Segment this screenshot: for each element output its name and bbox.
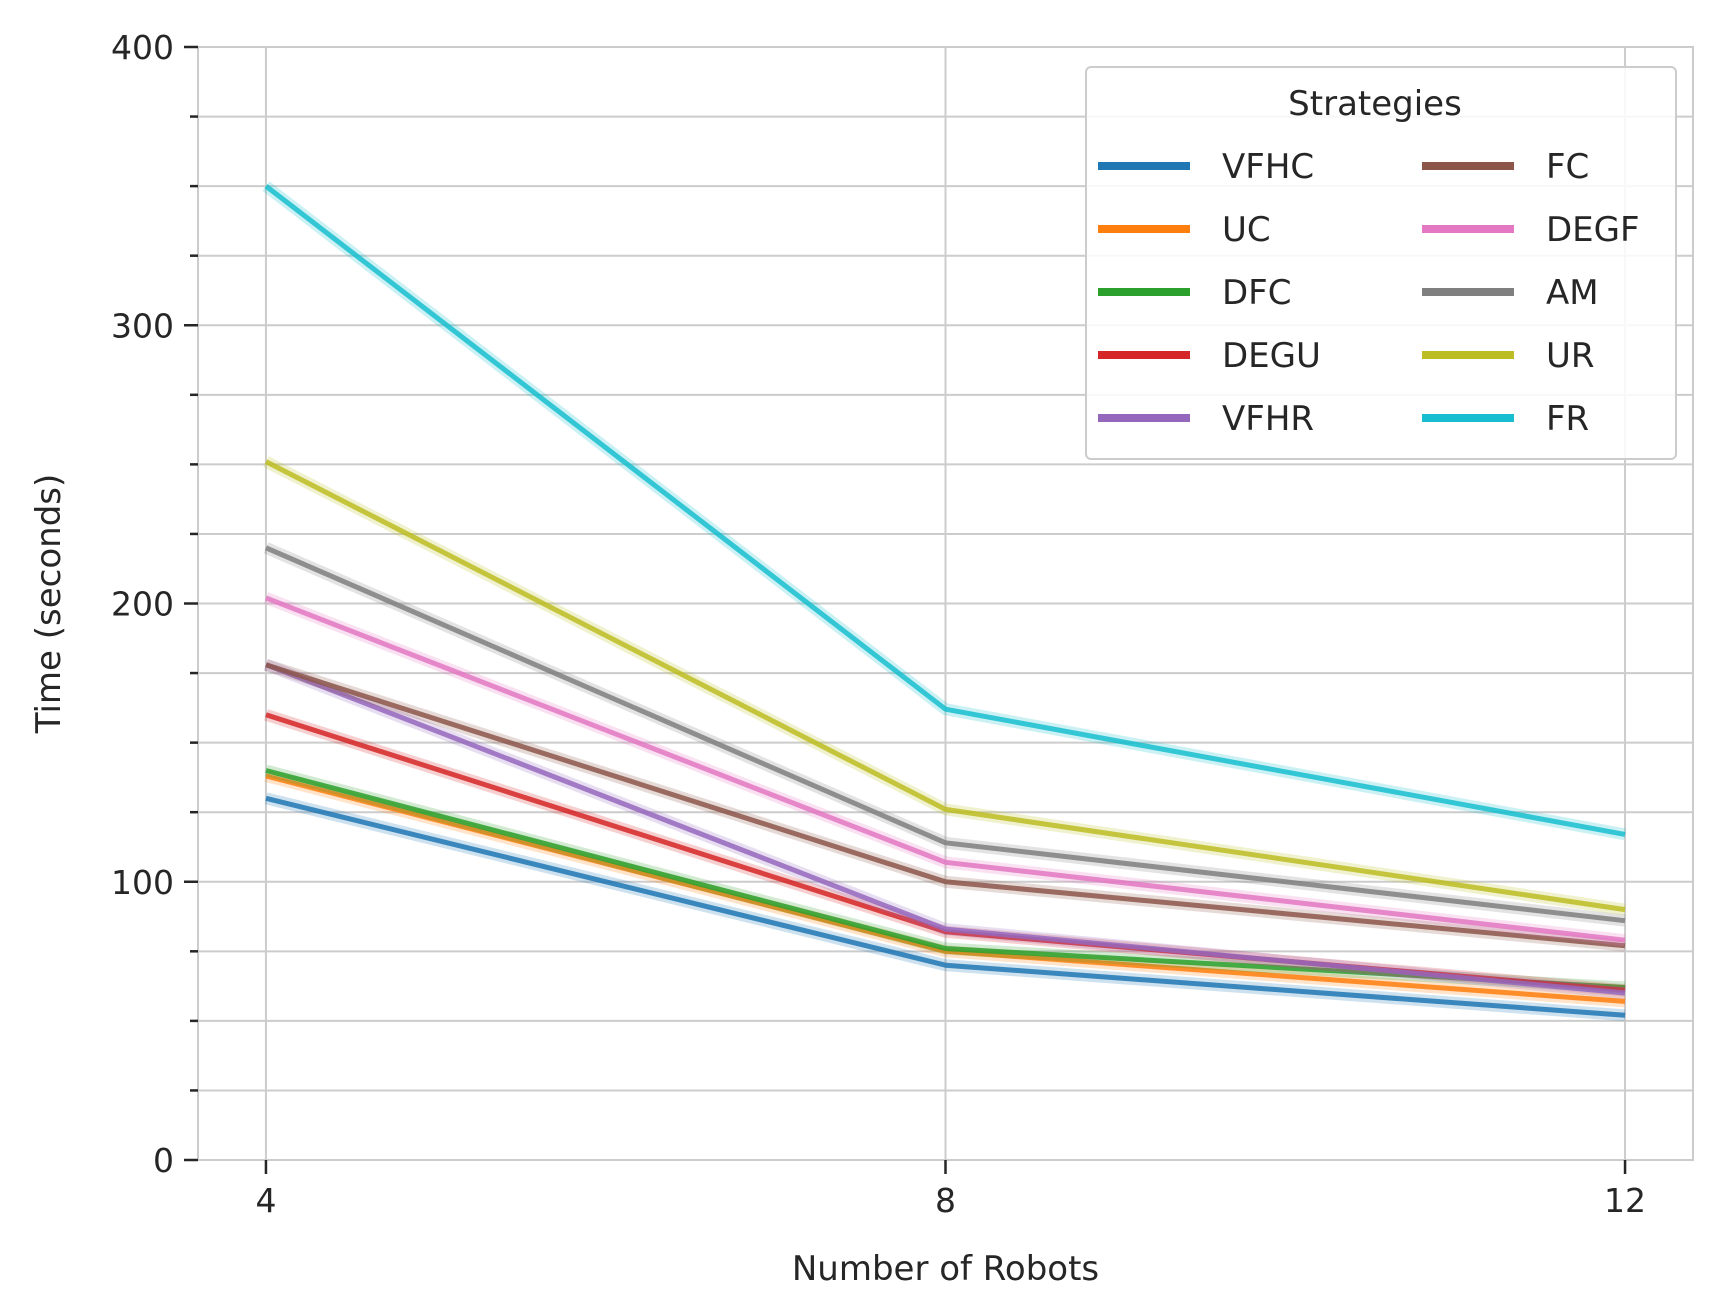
y-tick-label: 300 <box>111 306 174 345</box>
series-line-degf <box>265 595 1626 943</box>
y-tick-label: 0 <box>153 1141 174 1180</box>
legend-label-ur: UR <box>1546 336 1595 376</box>
y-axis-title: Time (seconds) <box>29 474 69 735</box>
x-tick-label: 12 <box>1604 1181 1646 1220</box>
legend-label-am: AM <box>1546 273 1599 313</box>
legend-label-uc: UC <box>1222 210 1271 250</box>
series-line-vfhc <box>265 795 1626 1018</box>
y-tick-label: 200 <box>111 585 174 624</box>
legend-label-vfhc: VFHC <box>1222 147 1314 187</box>
series-layer <box>262 181 1627 1022</box>
legend-title: Strategies <box>1288 84 1462 124</box>
y-tick-label: 400 <box>111 28 174 67</box>
axis-layer: 0 100 200 300 400 4 8 12 <box>111 28 1646 1220</box>
series-line-uc <box>265 773 1626 1004</box>
legend-label-degu: DEGU <box>1222 336 1321 376</box>
series-line-ur <box>264 459 1626 913</box>
series-line-fr <box>264 184 1626 837</box>
legend-label-degf: DEGF <box>1546 210 1640 250</box>
series-line-am <box>265 545 1626 924</box>
series-line-dfc <box>265 768 1626 990</box>
x-tick-label: 4 <box>255 1181 276 1220</box>
x-tick-label: 8 <box>935 1181 956 1220</box>
legend-label-fc: FC <box>1546 147 1589 187</box>
legend-label-fr: FR <box>1546 399 1589 439</box>
legend-box <box>1085 66 1677 460</box>
legend-label-dfc: DFC <box>1222 273 1291 313</box>
legend: Strategies VFHC UC DFC DEGU VFHR FC DEGF AM UR FR <box>1085 66 1677 460</box>
y-tick-label: 100 <box>111 863 174 902</box>
x-axis-title: Number of Robots <box>792 1249 1099 1289</box>
series-line-vfhr <box>265 662 1626 996</box>
legend-label-vfhr: VFHR <box>1222 399 1314 439</box>
legend-entries: VFHC UC DFC DEGU VFHR FC DEGF AM UR FR <box>1098 147 1640 439</box>
series-line-fc <box>265 662 1626 949</box>
